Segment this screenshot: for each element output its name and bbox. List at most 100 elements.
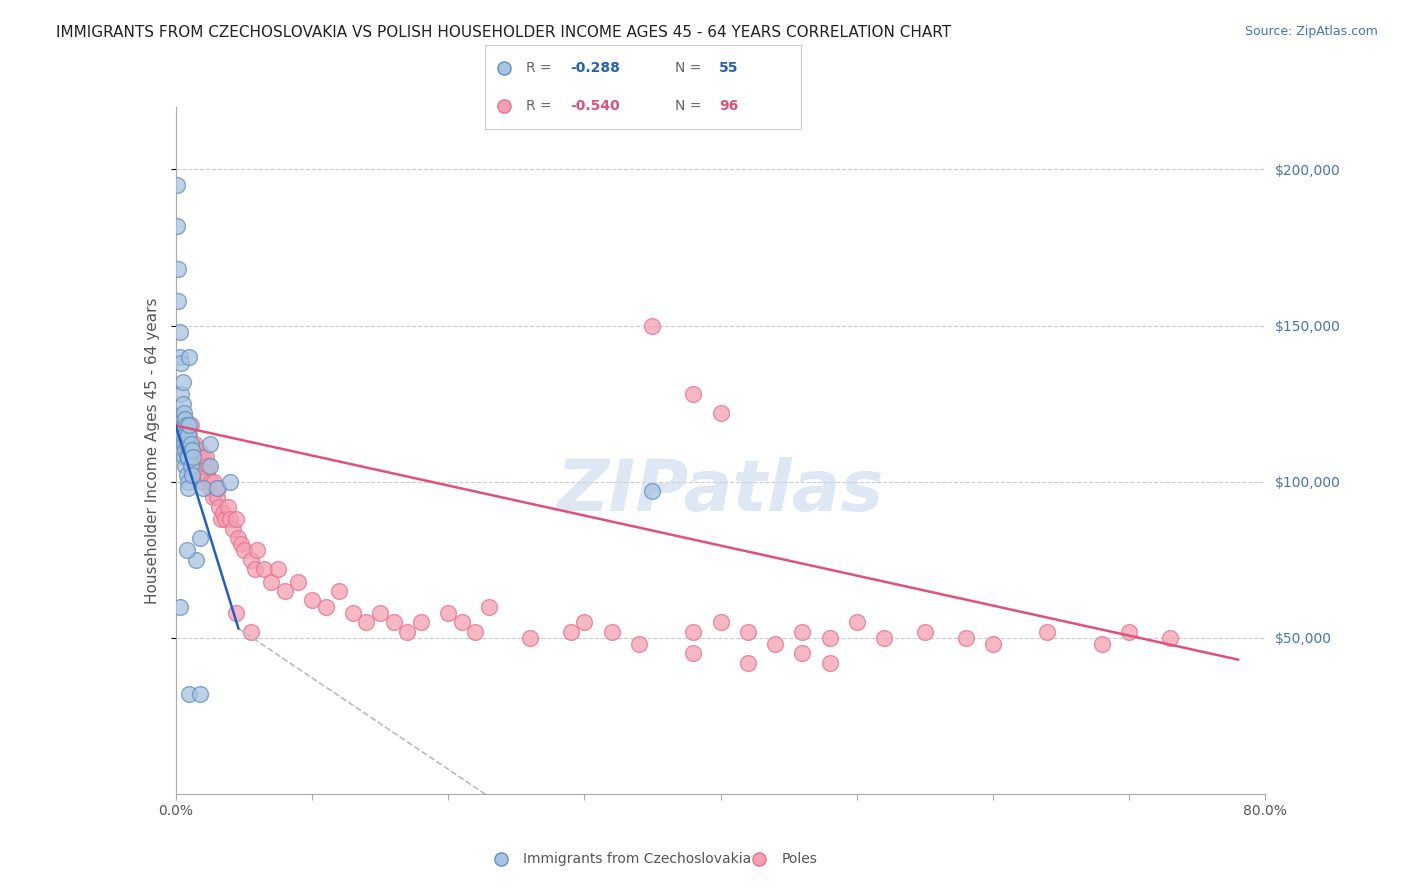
Point bbox=[170, 356, 193, 370]
Point bbox=[209, 512, 232, 526]
Point bbox=[205, 481, 228, 495]
Point bbox=[748, 851, 770, 865]
Text: Source: ZipAtlas.com: Source: ZipAtlas.com bbox=[1244, 25, 1378, 38]
Point bbox=[181, 437, 204, 451]
Point bbox=[183, 443, 205, 458]
Text: Immigrants from Czechoslovakia: Immigrants from Czechoslovakia bbox=[523, 852, 751, 865]
Point bbox=[682, 646, 704, 660]
Text: N =: N = bbox=[675, 62, 706, 75]
Point bbox=[914, 624, 936, 639]
Point bbox=[519, 631, 541, 645]
Point bbox=[382, 615, 405, 630]
Point bbox=[172, 427, 194, 442]
Point bbox=[274, 583, 297, 598]
Point bbox=[737, 656, 759, 670]
Point bbox=[173, 450, 195, 464]
Text: IMMIGRANTS FROM CZECHOSLOVAKIA VS POLISH HOUSEHOLDER INCOME AGES 45 - 64 YEARS C: IMMIGRANTS FROM CZECHOSLOVAKIA VS POLISH… bbox=[56, 25, 952, 40]
Point bbox=[202, 475, 225, 489]
Text: -0.540: -0.540 bbox=[571, 99, 620, 112]
Point bbox=[174, 412, 197, 426]
Text: Poles: Poles bbox=[782, 852, 818, 865]
Point bbox=[186, 450, 209, 464]
Point bbox=[710, 406, 733, 420]
Point bbox=[191, 481, 214, 495]
Point bbox=[193, 458, 215, 473]
Point bbox=[186, 468, 209, 483]
Point bbox=[253, 562, 276, 576]
Point bbox=[232, 543, 254, 558]
Point bbox=[301, 593, 323, 607]
Point bbox=[492, 98, 515, 112]
Point bbox=[197, 458, 219, 473]
Point bbox=[183, 450, 205, 464]
Point bbox=[183, 458, 205, 473]
Point bbox=[173, 412, 195, 426]
Point bbox=[188, 687, 211, 701]
Point bbox=[368, 606, 391, 620]
Point bbox=[396, 624, 419, 639]
Point bbox=[239, 552, 262, 567]
Point bbox=[222, 521, 245, 535]
Point bbox=[172, 412, 194, 426]
Point bbox=[176, 543, 198, 558]
Point bbox=[177, 475, 200, 489]
Point bbox=[176, 437, 198, 451]
Point bbox=[191, 450, 214, 464]
Point bbox=[170, 387, 193, 401]
Point bbox=[174, 427, 197, 442]
Point bbox=[176, 443, 198, 458]
Text: N =: N = bbox=[675, 99, 706, 112]
Point bbox=[201, 490, 224, 504]
Point bbox=[627, 637, 650, 651]
Point bbox=[198, 481, 221, 495]
Point bbox=[214, 512, 236, 526]
Point bbox=[180, 458, 202, 473]
Point bbox=[174, 443, 197, 458]
Point bbox=[267, 562, 290, 576]
Point bbox=[177, 481, 200, 495]
Point bbox=[231, 537, 253, 551]
Point bbox=[177, 450, 200, 464]
Point bbox=[167, 262, 190, 277]
Point bbox=[181, 458, 204, 473]
Y-axis label: Householder Income Ages 45 - 64 years: Householder Income Ages 45 - 64 years bbox=[145, 297, 160, 604]
Point bbox=[207, 481, 229, 495]
Point bbox=[186, 552, 208, 567]
Point bbox=[177, 450, 200, 464]
Point bbox=[180, 437, 202, 451]
Point bbox=[173, 406, 195, 420]
Point bbox=[315, 599, 337, 614]
Point bbox=[243, 562, 266, 576]
Point bbox=[239, 624, 262, 639]
Point bbox=[492, 62, 515, 76]
Point bbox=[198, 458, 221, 473]
Point bbox=[169, 325, 191, 339]
Point bbox=[176, 450, 198, 464]
Point bbox=[489, 851, 512, 865]
Point bbox=[1036, 624, 1059, 639]
Point bbox=[172, 396, 194, 410]
Point bbox=[180, 443, 202, 458]
Point bbox=[287, 574, 309, 589]
Point bbox=[190, 458, 212, 473]
Point bbox=[186, 443, 208, 458]
Point bbox=[173, 418, 195, 433]
Point bbox=[179, 450, 201, 464]
Point bbox=[792, 646, 814, 660]
Point bbox=[188, 468, 211, 483]
Point bbox=[328, 583, 350, 598]
Point bbox=[682, 387, 704, 401]
Point bbox=[600, 624, 623, 639]
Point bbox=[172, 418, 194, 433]
Point bbox=[217, 500, 239, 514]
Text: ZIPatlas: ZIPatlas bbox=[557, 458, 884, 526]
Point bbox=[208, 500, 231, 514]
Text: R =: R = bbox=[526, 99, 557, 112]
Point bbox=[260, 574, 283, 589]
Point bbox=[167, 293, 190, 308]
Point bbox=[177, 427, 200, 442]
Point bbox=[179, 418, 201, 433]
Text: 55: 55 bbox=[720, 62, 738, 75]
Text: -0.288: -0.288 bbox=[571, 62, 620, 75]
Point bbox=[818, 656, 841, 670]
